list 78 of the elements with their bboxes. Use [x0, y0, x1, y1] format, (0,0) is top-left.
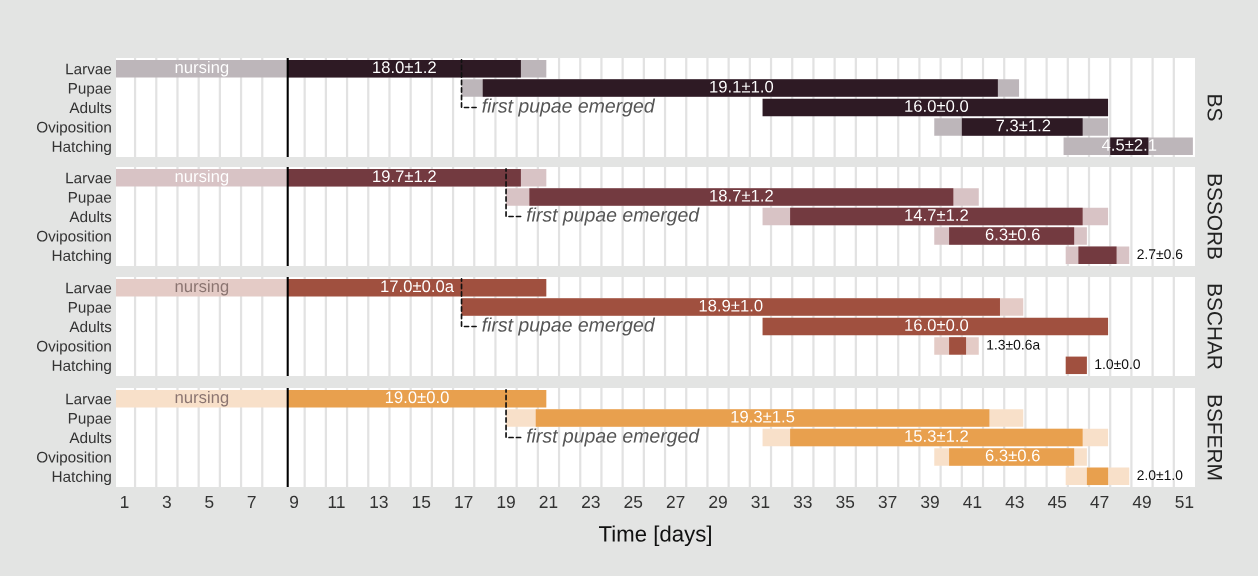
annotation: 19.3±1.5 — [731, 410, 795, 423]
annotation: 18.7±1.2 — [710, 189, 773, 202]
x-tick-label: 9 — [290, 495, 299, 509]
y-axis-title: BSCHAR — [1207, 284, 1223, 369]
y-tick-label: Oviposition — [36, 121, 111, 136]
y-tick-label: Adults — [69, 320, 112, 333]
annotation: first pupae emerged — [482, 317, 656, 336]
annotation: 19.0±0.0 — [385, 391, 449, 404]
annotation: 19.7±1.2 — [373, 170, 436, 183]
y-tick-label: Oviposition — [36, 340, 111, 355]
annotation: 17.0±0.0a — [381, 280, 455, 293]
x-tick-label: 17 — [455, 495, 473, 508]
x-tick-label: 13 — [370, 495, 388, 509]
x-tick-label: 29 — [709, 495, 727, 509]
annotation: first pupae emerged — [526, 207, 700, 226]
y-tick-label: Pupae — [68, 302, 112, 316]
x-tick-label: 19 — [497, 495, 515, 509]
annotation: 16.0±0.0 — [905, 100, 969, 112]
annotation: 15.3±1.2 — [905, 430, 968, 442]
x-tick-label: 7 — [247, 495, 256, 508]
x-tick-label: 31 — [751, 495, 770, 509]
y-axis-title: BSSORB — [1207, 174, 1223, 259]
y-tick-label: Pupae — [68, 192, 112, 206]
y-tick-label: Pupae — [68, 83, 112, 97]
y-tick-label: Adults — [69, 431, 112, 444]
x-tick-label: 27 — [666, 495, 685, 508]
annotation: 6.3±0.6 — [985, 228, 1040, 241]
x-tick-label: 51 — [1175, 495, 1194, 509]
y-tick-label: Oviposition — [36, 230, 111, 245]
x-tick-label: 21 — [539, 495, 558, 508]
annotation: nursing — [175, 169, 229, 186]
annotation: 19.1±1.0 — [710, 80, 774, 93]
x-tick-label: 5 — [205, 495, 214, 509]
x-tick-label: 33 — [793, 495, 812, 509]
x-tick-label: 3 — [162, 495, 171, 509]
y-tick-label: Larvae — [66, 282, 112, 294]
x-tick-label: 49 — [1132, 495, 1151, 509]
x-tick-label: 25 — [624, 495, 643, 509]
annotation: nursing — [175, 60, 229, 77]
annotation: 18.9±1.0 — [699, 299, 763, 312]
y-tick-label: Hatching — [52, 470, 111, 486]
x-tick-label: 47 — [1090, 495, 1109, 508]
annotation: first pupae emerged — [482, 98, 656, 117]
annotation: nursing — [175, 390, 229, 407]
x-tick-label: 1 — [120, 495, 129, 508]
annotation: 1.3±0.6a — [987, 339, 1041, 350]
annotation: 2.7±0.6 — [1137, 249, 1183, 260]
x-tick-label: 15 — [412, 495, 431, 509]
x-tick-label: 11 — [328, 495, 345, 508]
y-tick-label: Pupae — [68, 413, 112, 427]
annotation: 6.3±0.6 — [985, 449, 1040, 462]
y-tick-label: Oviposition — [36, 451, 111, 466]
annotation: first pupae emerged — [526, 428, 700, 447]
y-axis-title: BS — [1207, 95, 1223, 121]
y-tick-label: Hatching — [52, 140, 111, 156]
y-tick-label: Adults — [69, 101, 112, 114]
y-tick-label: Adults — [69, 210, 112, 223]
annotation: 14.7±1.2 — [905, 209, 968, 221]
annotation: 7.3±1.2 — [996, 119, 1051, 132]
annotation: 2.0±1.0 — [1137, 470, 1183, 481]
annotation: 18.0±1.2 — [373, 61, 436, 74]
x-tick-label: 45 — [1047, 495, 1067, 509]
y-axis-title: BSFERM — [1207, 395, 1223, 480]
x-tick-label: 41 — [963, 495, 982, 508]
y-tick-label: Larvae — [66, 172, 112, 184]
y-tick-label: Hatching — [52, 359, 111, 375]
x-axis-title: Time [days] — [599, 525, 711, 547]
x-tick-label: 37 — [878, 495, 897, 509]
x-tick-label: 23 — [582, 495, 600, 509]
x-tick-label: 35 — [836, 495, 855, 509]
y-tick-label: Larvae — [66, 63, 112, 75]
x-tick-label: 43 — [1005, 495, 1024, 509]
annotation: 1.0±0.0 — [1095, 359, 1140, 370]
annotation: nursing — [175, 279, 229, 296]
annotation: 16.0±0.0 — [905, 319, 969, 331]
y-tick-label: Larvae — [66, 393, 112, 405]
x-tick-label: 39 — [921, 495, 939, 509]
y-tick-label: Hatching — [52, 249, 111, 265]
